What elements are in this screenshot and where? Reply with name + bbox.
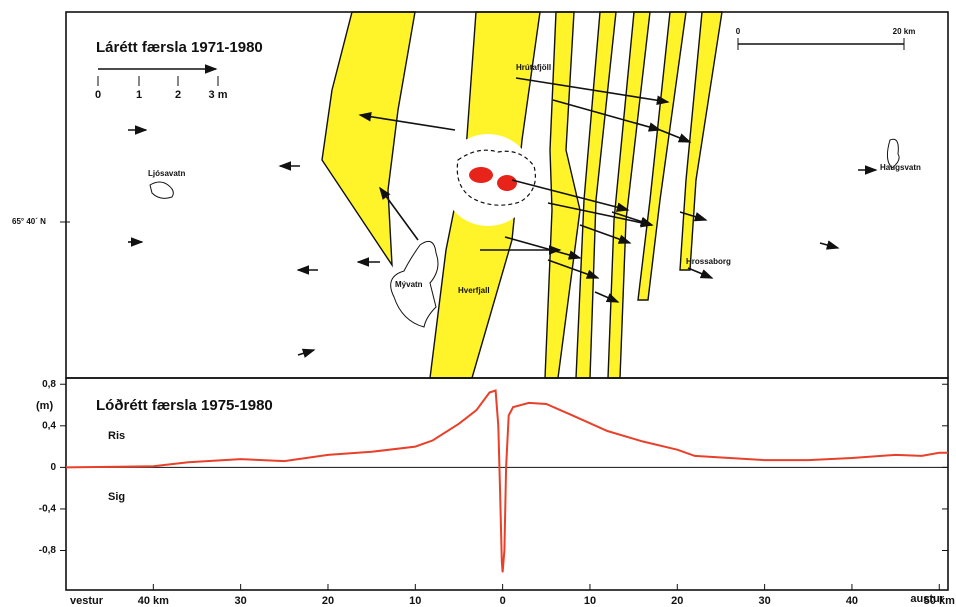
x-tick-label: 10 xyxy=(409,595,421,607)
displacement-arrow xyxy=(687,267,714,279)
displacement-arrow xyxy=(679,211,708,222)
x-tick-label: 50 km xyxy=(924,595,955,607)
fissure-swarm xyxy=(607,11,651,379)
x-tick-label: 30 xyxy=(758,595,770,607)
x-axis-end-label: vestur xyxy=(70,595,104,607)
displacement-arrow xyxy=(511,179,630,212)
place-label: Ljósavatn xyxy=(148,169,185,178)
displacement-arrow xyxy=(547,259,600,279)
magma-chamber xyxy=(469,167,493,183)
x-tick-label: 20 xyxy=(671,595,683,607)
caldera-rim xyxy=(456,149,536,206)
displacement-arrow xyxy=(504,236,582,260)
y-tick-label: -0,4 xyxy=(39,504,57,515)
map: Lárétt færsla 1971-1980 0 20 km 65° 40´ … xyxy=(12,11,949,379)
x-tick-label: 20 xyxy=(322,595,334,607)
displacement-arrow xyxy=(297,348,316,358)
scale-label: 3 m xyxy=(209,89,228,101)
chart-title: Lóðrétt færsla 1975-1980 xyxy=(96,397,273,414)
scale-label: 2 xyxy=(175,89,181,101)
annotation: Ris xyxy=(108,430,125,442)
scale-label: 0 xyxy=(95,89,101,101)
x-tick-label: 40 xyxy=(846,595,858,607)
displacement-arrow xyxy=(379,186,419,241)
annotation: Sig xyxy=(108,491,125,503)
displacement-arrow xyxy=(594,291,620,303)
displacement-arrow xyxy=(819,240,840,250)
y-tick-label: -0,8 xyxy=(39,545,57,556)
x-tick-label: 40 km xyxy=(138,595,169,607)
x-tick-label: 30 xyxy=(235,595,247,607)
y-tick-label: 0 xyxy=(50,462,56,473)
place-label: Hverfjall xyxy=(458,286,490,295)
magma-chamber xyxy=(497,175,517,191)
place-label: Mývatn xyxy=(395,280,423,289)
place-label: Hrútafjöll xyxy=(516,63,551,72)
y-tick-label: 0,8 xyxy=(42,379,56,390)
latitude-label: 65° 40´ N xyxy=(12,217,46,226)
map-title: Lárétt færsla 1971-1980 xyxy=(96,39,263,56)
x-axis-end-label: austur xyxy=(910,593,944,605)
displacement-arrow xyxy=(515,77,670,105)
profile-line xyxy=(65,389,948,573)
y-tick-label: 0,4 xyxy=(42,420,56,431)
place-label: Haugsvatn xyxy=(880,163,921,172)
lake xyxy=(149,138,900,328)
fissure-swarm xyxy=(321,11,416,268)
x-tick-label: 0 xyxy=(500,595,506,607)
x-tick-label: 10 xyxy=(584,595,596,607)
displacement-arrow xyxy=(547,202,654,228)
scale-label: 1 xyxy=(136,89,142,101)
displacement-arrow xyxy=(552,99,662,132)
displacement-arrow xyxy=(579,224,632,244)
place-label: Hrossaborg xyxy=(686,257,731,266)
km-scale-label: 20 km xyxy=(893,27,916,36)
chart-frame xyxy=(65,377,949,591)
displacement-arrow xyxy=(358,112,456,131)
displacement-arrow xyxy=(611,211,654,227)
km-scale-label: 0 xyxy=(736,27,741,36)
displacement-arrow xyxy=(659,129,692,143)
y-axis-label: (m) xyxy=(36,400,53,412)
